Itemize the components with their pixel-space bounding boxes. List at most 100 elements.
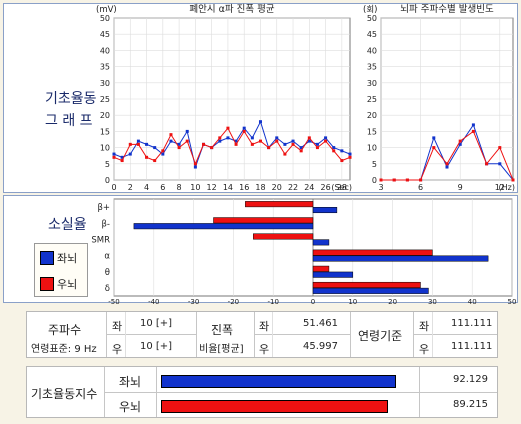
chart1-xtick-label: 0 xyxy=(111,183,116,192)
chart1-xtick-label: 8 xyxy=(177,183,182,192)
chart1-xlabel: (Sec) xyxy=(331,183,352,192)
chart1-point xyxy=(250,136,254,140)
freq-standard: 연령표준: 9 Hz xyxy=(31,344,97,355)
chart1-point xyxy=(193,162,197,166)
chart1-xtick-label: 16 xyxy=(239,183,249,192)
chart1-point xyxy=(161,152,165,156)
bar-chart-category-label: β+ xyxy=(97,203,110,213)
chart1-point xyxy=(218,136,222,140)
chart1-point xyxy=(177,146,181,150)
chart1-point xyxy=(169,139,173,143)
freq-left-value: 10 [+] xyxy=(140,318,173,329)
bar-chart-xtick-label: -50 xyxy=(108,298,119,306)
chart1-point xyxy=(275,139,279,143)
amp-left-value: 51.461 xyxy=(303,318,338,329)
freq-left-tag: 좌 xyxy=(112,320,123,333)
chart2-point xyxy=(445,165,449,169)
chart2-point xyxy=(432,146,436,150)
chart1-ytick-label: 50 xyxy=(100,14,110,23)
chart2-ytick-label: 20 xyxy=(367,111,377,120)
chart2-ytick-label: 5 xyxy=(372,160,377,169)
chart2-xtick-label: 12 xyxy=(495,183,505,192)
chart2-title: 뇌파 주파수별 발생빈도 xyxy=(400,4,494,15)
amp-ratio-label: 비율[평균] xyxy=(199,344,244,355)
bar-chart-category-label: α xyxy=(104,252,110,262)
chart1-xtick-label: 28 xyxy=(337,183,347,192)
chart1-point xyxy=(315,146,319,150)
chart1-ytick-label: 45 xyxy=(100,30,110,39)
chart2-ytick-label: 25 xyxy=(367,95,377,104)
chart1-point xyxy=(340,159,344,163)
amp-label: 진폭 xyxy=(211,323,234,337)
age-label: 연령기준 xyxy=(358,329,403,343)
chart1-point xyxy=(177,142,181,146)
chart1-point xyxy=(258,120,262,124)
chart1-ytick-label: 0 xyxy=(105,176,110,185)
chart1-point xyxy=(128,142,132,146)
chart1-point xyxy=(324,139,328,143)
chart1-xtick-label: 18 xyxy=(255,183,265,192)
chart1-point xyxy=(153,146,157,150)
chart1-xtick-label: 10 xyxy=(190,183,200,192)
amp-left-tag: 좌 xyxy=(259,320,270,333)
chart1-point xyxy=(283,152,287,156)
bar-chart-xtick-label: 0 xyxy=(311,298,315,306)
chart1-point xyxy=(202,142,206,146)
chart1-point xyxy=(120,159,124,163)
freq-right-tag: 우 xyxy=(112,343,123,356)
chart2-point xyxy=(392,178,396,182)
index-left-bar xyxy=(161,375,396,388)
chart1-point xyxy=(332,146,336,150)
chart2-ytick-label: 50 xyxy=(367,14,377,23)
chart1-point xyxy=(136,139,140,143)
chart1-point xyxy=(250,142,254,146)
bar-chart-category-label: SMR xyxy=(91,235,110,245)
bar-chart-bar-right xyxy=(312,265,330,272)
section-label-basic-graph-1: 기초율동 xyxy=(45,91,97,107)
chart1-ytick-label: 40 xyxy=(100,46,110,55)
chart2-ylabel: (회) xyxy=(363,5,377,15)
chart1-xtick-label: 24 xyxy=(304,183,314,192)
chart1-point xyxy=(185,139,189,143)
chart1-point xyxy=(324,136,328,140)
chart2-ytick-label: 45 xyxy=(367,30,377,39)
chart2-ytick-label: 15 xyxy=(367,127,377,136)
chart1-point xyxy=(340,149,344,153)
chart1-xtick-label: 20 xyxy=(272,183,282,192)
chart1-point xyxy=(275,136,279,140)
bar-chart-xtick-label: 40 xyxy=(468,298,477,306)
chart2-point xyxy=(432,136,436,140)
index-right-value: 89.215 xyxy=(453,399,488,410)
index-right-name: 우뇌 xyxy=(119,400,142,414)
chart2-point xyxy=(471,123,475,127)
legend-label-left: 좌뇌 xyxy=(57,252,78,265)
legend-swatch-right xyxy=(40,277,54,291)
chart1-point xyxy=(145,155,149,159)
freq-right-value: 10 [+] xyxy=(140,341,173,352)
chart1-title: 폐안시 α파 진폭 평균 xyxy=(189,3,275,15)
chart2-point xyxy=(419,178,423,182)
chart1-point xyxy=(120,155,124,159)
chart1-point xyxy=(307,139,311,143)
chart2-point xyxy=(498,146,502,150)
chart2-point xyxy=(405,178,409,182)
chart2-xtick-label: 6 xyxy=(418,183,423,192)
chart1-point xyxy=(307,136,311,140)
chart2-ytick-label: 30 xyxy=(367,79,377,88)
chart1-ytick-label: 25 xyxy=(100,95,110,104)
chart1-point xyxy=(128,152,132,156)
section-label-ratio: 소실율 xyxy=(48,217,87,233)
chart1-point xyxy=(291,142,295,146)
chart1-xtick-label: 22 xyxy=(288,183,298,192)
bar-chart-bar-left xyxy=(312,207,338,214)
chart1-xtick-label: 26 xyxy=(320,183,330,192)
chart2-point xyxy=(511,178,515,182)
chart2-ytick-label: 0 xyxy=(372,176,377,185)
bar-chart-bar-right xyxy=(312,249,433,256)
bar-chart-bar-left xyxy=(312,287,429,294)
bar-chart-xtick-label: 30 xyxy=(428,298,437,306)
chart1-point xyxy=(348,155,352,159)
amp-right-tag: 우 xyxy=(259,343,270,356)
chart1-point xyxy=(226,126,230,130)
